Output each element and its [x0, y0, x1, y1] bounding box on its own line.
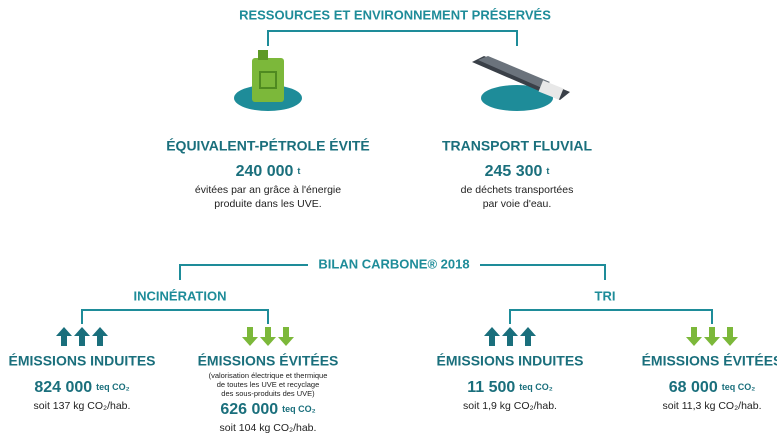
arrow-down	[722, 327, 738, 346]
note: de toutes les UVE et recyclage	[217, 380, 320, 389]
arrow-up	[502, 327, 518, 346]
unit: teq CO₂	[519, 382, 553, 392]
arrow-up	[484, 327, 500, 346]
item-title: ÉMISSIONS ÉVITÉES	[642, 353, 777, 369]
item-title: ÉMISSIONS INDUITES	[8, 353, 155, 369]
note: des sous-produits des UVE)	[221, 389, 315, 398]
arrow-down	[686, 327, 702, 346]
unit: teq CO₂	[96, 382, 130, 392]
item-title: ÉQUIVALENT-PÉTROLE ÉVITÉ	[166, 138, 370, 154]
icon-boat	[472, 56, 570, 111]
value-line: 824 000 teq CO₂	[34, 379, 129, 396]
icon-jerrycan	[234, 50, 302, 111]
value-line: 11 500 teq CO₂	[467, 379, 553, 396]
arrow-up	[92, 327, 108, 346]
group-title: INCINÉRATION	[134, 288, 227, 303]
item-title: ÉMISSIONS INDUITES	[436, 353, 583, 369]
description: évitées par an grâce à l'énergie	[195, 184, 341, 196]
description: produite dans les UVE.	[214, 198, 321, 210]
unit: teq CO₂	[282, 404, 316, 414]
title: RESSOURCES ET ENVIRONNEMENT PRÉSERVÉS	[239, 7, 551, 22]
value: 11 500	[467, 379, 515, 396]
arrow-down	[260, 327, 276, 346]
unit: t	[297, 166, 300, 176]
group-title: TRI	[595, 288, 616, 303]
value-line: 68 000 teq CO₂	[669, 379, 755, 396]
value: 240 000	[236, 163, 294, 180]
value: 824 000	[34, 379, 92, 396]
note: (valorisation électrique et thermique	[209, 371, 328, 380]
arrow-down	[278, 327, 294, 346]
description: par voie d'eau.	[483, 198, 552, 210]
bracket	[268, 31, 517, 46]
value-line: 626 000 teq CO₂	[220, 401, 315, 418]
arrow-down	[704, 327, 720, 346]
description: de déchets transportées	[461, 184, 574, 196]
arrow-up	[520, 327, 536, 346]
arrow-up	[74, 327, 90, 346]
sub: soit 1,9 kg CO₂/hab.	[463, 400, 557, 412]
infographic: RESSOURCES ET ENVIRONNEMENT PRÉSERVÉS ÉQU…	[0, 0, 777, 436]
value: 626 000	[220, 401, 278, 418]
item-title: ÉMISSIONS ÉVITÉES	[198, 353, 339, 369]
value: 245 300	[485, 163, 543, 180]
value: 68 000	[669, 379, 718, 396]
item-title: TRANSPORT FLUVIAL	[442, 138, 593, 154]
sub: soit 11,3 kg CO₂/hab.	[662, 400, 761, 412]
bracket	[82, 310, 268, 324]
bracket	[510, 310, 712, 324]
sub: soit 137 kg CO₂/hab.	[34, 400, 131, 412]
arrow-down	[242, 327, 258, 346]
unit: t	[546, 166, 549, 176]
sub: soit 104 kg CO₂/hab.	[220, 422, 317, 434]
arrow-up	[56, 327, 72, 346]
unit: teq CO₂	[722, 382, 756, 392]
bilan-title: BILAN CARBONE® 2018	[318, 256, 469, 271]
